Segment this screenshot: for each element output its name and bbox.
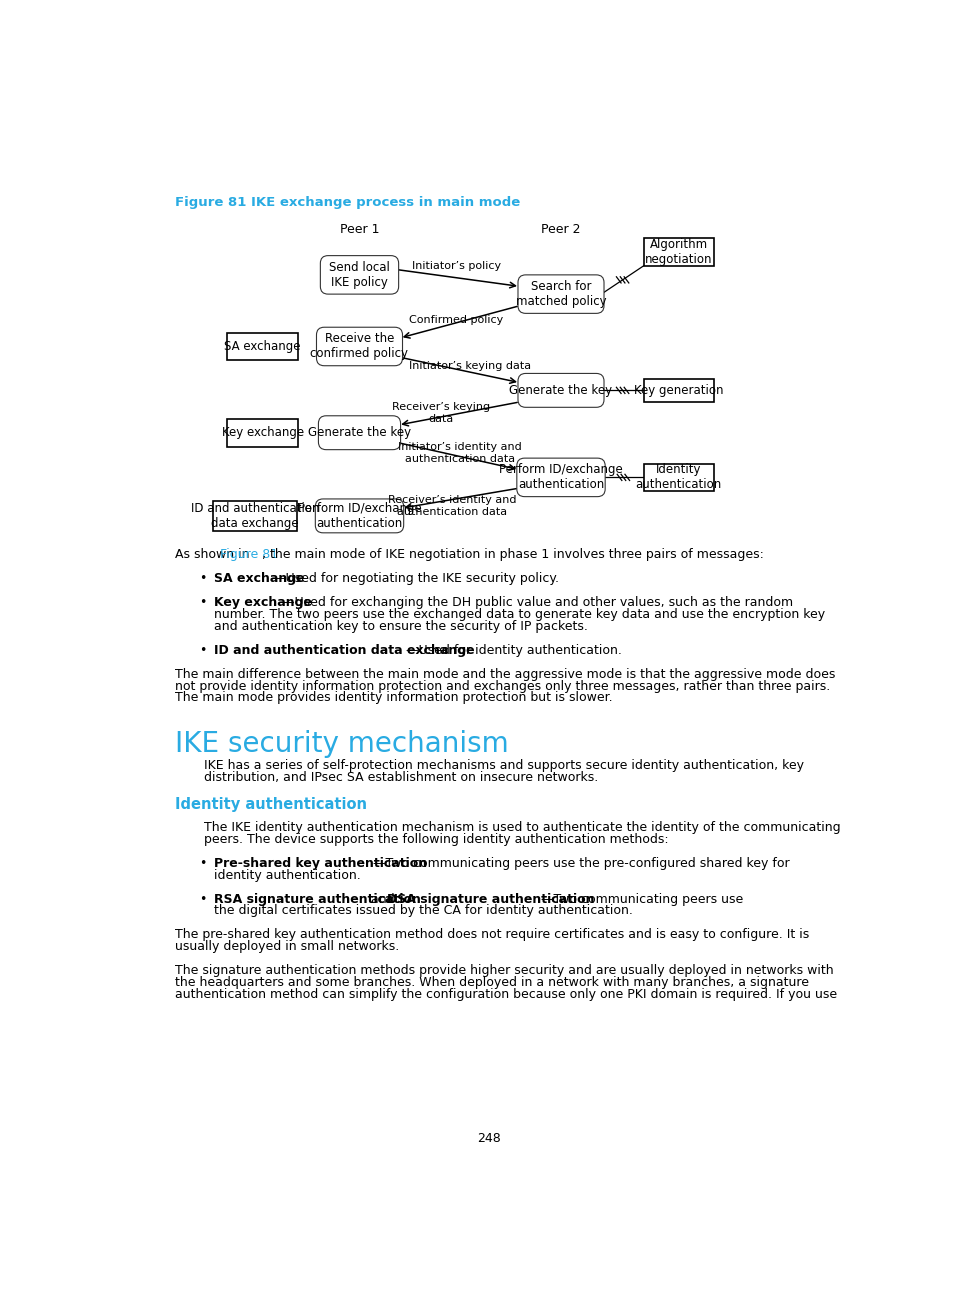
FancyBboxPatch shape [318,416,400,450]
Text: The main mode provides identity information protection but is slower.: The main mode provides identity informat… [174,692,612,705]
Text: Peer 2: Peer 2 [540,223,580,236]
Bar [643,464,713,491]
Text: number. The two peers use the exchanged data to generate key data and use the en: number. The two peers use the exchanged … [213,608,824,621]
FancyBboxPatch shape [315,499,403,533]
Text: not provide identity information protection and exchanges only three messages, r: not provide identity information protect… [174,679,829,692]
Text: —Used for identity authentication.: —Used for identity authentication. [406,644,621,657]
Text: Figure 81 IKE exchange process in main mode: Figure 81 IKE exchange process in main m… [174,196,519,209]
Text: Pre-shared key authentication: Pre-shared key authentication [213,857,427,870]
Text: authentication method can simplify the configuration because only one PKI domain: authentication method can simplify the c… [174,988,837,1001]
Text: Key exchange: Key exchange [221,426,303,439]
Text: •: • [199,572,207,584]
Text: SA exchange: SA exchange [213,572,304,584]
Text: ID and authentication data exchange: ID and authentication data exchange [213,644,474,657]
Text: Search for
matched policy: Search for matched policy [516,280,606,308]
Text: Receiver’s identity and
authentication data: Receiver’s identity and authentication d… [388,495,517,517]
Text: •: • [199,644,207,657]
Text: The pre-shared key authentication method does not require certificates and is ea: The pre-shared key authentication method… [174,928,808,941]
FancyBboxPatch shape [517,275,603,314]
Text: IKE security mechanism: IKE security mechanism [174,730,508,758]
Text: Generate the key: Generate the key [308,426,411,439]
Bar [643,378,713,402]
Text: 248: 248 [476,1131,500,1144]
Text: Confirmed policy: Confirmed policy [409,315,503,325]
Text: Peer 1: Peer 1 [339,223,379,236]
Bar [227,333,298,360]
Text: Figure 81: Figure 81 [220,548,278,561]
Text: DSA signature authentication: DSA signature authentication [387,893,595,906]
Text: Send local
IKE policy: Send local IKE policy [329,260,390,289]
Text: distribution, and IPsec SA establishment on insecure networks.: distribution, and IPsec SA establishment… [204,771,598,784]
FancyBboxPatch shape [316,327,402,365]
FancyBboxPatch shape [517,457,604,496]
Text: usually deployed in small networks.: usually deployed in small networks. [174,941,399,954]
Text: —Used for negotiating the IKE security policy.: —Used for negotiating the IKE security p… [273,572,558,584]
Text: Algorithm
negotiation: Algorithm negotiation [644,237,712,266]
Text: •: • [199,857,207,870]
Text: Initiator’s keying data: Initiator’s keying data [409,362,531,371]
Text: •: • [199,596,207,609]
Text: Key generation: Key generation [634,384,722,397]
Text: SA exchange: SA exchange [224,340,300,353]
Text: Identity
authentication: Identity authentication [635,464,721,491]
Text: and: and [367,893,398,906]
Text: Perform ID/exchange
authentication: Perform ID/exchange authentication [297,502,421,530]
Text: RSA signature authentication: RSA signature authentication [213,893,420,906]
Text: identity authentication.: identity authentication. [213,868,360,881]
Text: As shown in: As shown in [174,548,253,561]
Text: Generate the key: Generate the key [509,384,612,397]
Text: Receiver’s keying
data: Receiver’s keying data [392,402,490,424]
Text: the digital certificates issued by the CA for identity authentication.: the digital certificates issued by the C… [213,905,632,918]
Text: The signature authentication methods provide higher security and are usually dep: The signature authentication methods pro… [174,964,833,977]
Text: the headquarters and some branches. When deployed in a network with many branche: the headquarters and some branches. When… [174,976,808,989]
Text: —Two communicating peers use the pre-configured shared key for: —Two communicating peers use the pre-con… [373,857,788,870]
Text: and authentication key to ensure the security of IP packets.: and authentication key to ensure the sec… [213,619,587,632]
FancyBboxPatch shape [320,255,398,294]
Text: , the main mode of IKE negotiation in phase 1 involves three pairs of messages:: , the main mode of IKE negotiation in ph… [261,548,763,561]
FancyBboxPatch shape [517,373,603,407]
Text: Identity authentication: Identity authentication [174,797,367,813]
Bar [213,502,296,530]
Bar [227,419,298,447]
Text: peers. The device supports the following identity authentication methods:: peers. The device supports the following… [204,833,668,846]
Bar [643,238,713,266]
Text: Initiator’s policy: Initiator’s policy [412,260,500,271]
Text: IKE has a series of self-protection mechanisms and supports secure identity auth: IKE has a series of self-protection mech… [204,759,803,772]
Text: Perform ID/exchange
authentication: Perform ID/exchange authentication [498,464,622,491]
Text: ID and authentication
data exchange: ID and authentication data exchange [191,502,319,530]
Text: —Two communicating peers use: —Two communicating peers use [540,893,742,906]
Text: Initiator’s identity and
authentication data: Initiator’s identity and authentication … [398,442,521,464]
Text: Receive the
confirmed policy: Receive the confirmed policy [310,333,408,360]
Text: •: • [199,893,207,906]
Text: The main difference between the main mode and the aggressive mode is that the ag: The main difference between the main mod… [174,667,835,680]
Text: Key exchange: Key exchange [213,596,312,609]
Text: The IKE identity authentication mechanism is used to authenticate the identity o: The IKE identity authentication mechanis… [204,820,841,833]
Text: —Used for exchanging the DH public value and other values, such as the random: —Used for exchanging the DH public value… [282,596,792,609]
